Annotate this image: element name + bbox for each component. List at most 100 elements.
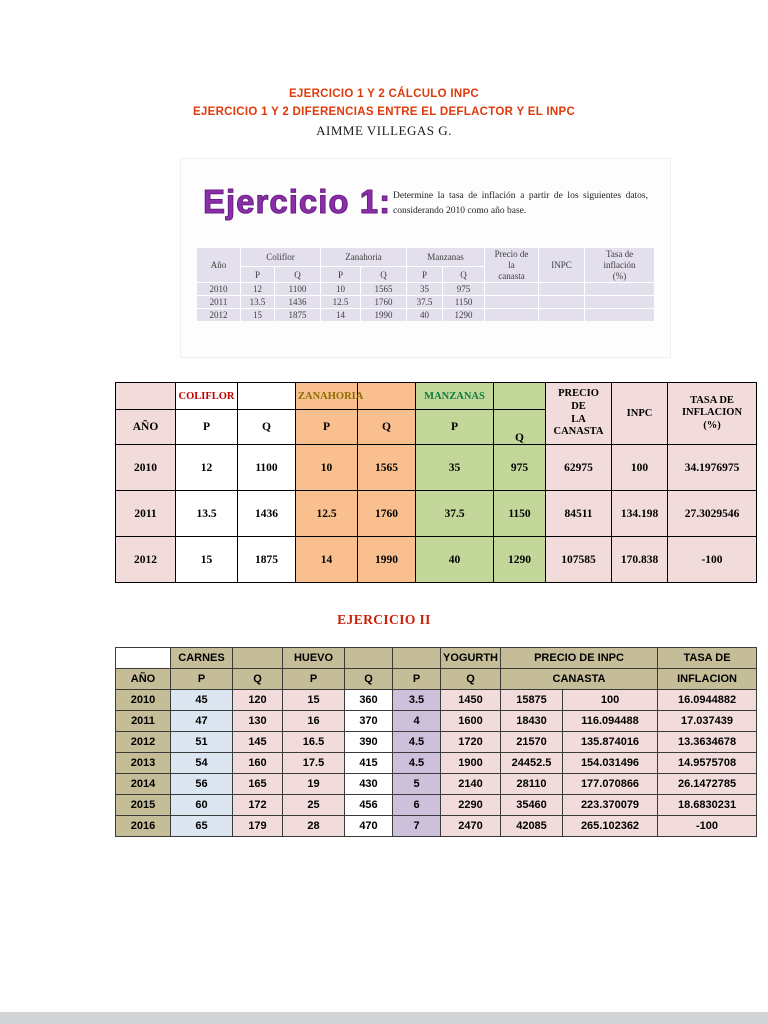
group-header-coliflor: COLIFLOR (175, 382, 238, 410)
corner-cell (115, 647, 171, 669)
table-cell: 1990 (357, 536, 416, 583)
table-cell: 134.198 (611, 490, 668, 537)
col-header-p: P (175, 409, 238, 445)
table-cell: 16.5 (282, 731, 345, 753)
table-row: 2015 60 172 25 456 6 2290 35460 223.370079 18.683… (115, 794, 758, 816)
col-header-p: P (392, 668, 441, 690)
table-cell: 62975 (545, 444, 612, 491)
col-header-ano: Año (196, 246, 241, 284)
table-row: 2012 15 1875 14 1990 40 1290 (196, 308, 656, 323)
table-cell: 3.5 (392, 689, 441, 711)
col-header-q: Q (344, 668, 393, 690)
table-cell: 179 (232, 815, 283, 837)
col-header-q: Q (442, 266, 486, 284)
table-cell (584, 308, 656, 323)
col-header-q: Q (359, 266, 408, 284)
table-cell: 47 (170, 710, 233, 732)
col-header-tasa-top: TASA DE (657, 647, 758, 669)
table-cell: -100 (657, 815, 758, 837)
table-cell: 35460 (500, 794, 563, 816)
table-cell: 2010 (196, 282, 241, 297)
col-header-ano: AÑO (115, 668, 171, 690)
table-cell: 13.5 (240, 295, 275, 310)
table-cell (538, 282, 586, 297)
table-cell: 1720 (440, 731, 501, 753)
table-cell: 17.037439 (657, 710, 758, 732)
col-header-inpc: INPC (611, 382, 668, 445)
corner-cell (115, 382, 176, 410)
table-row: 2016 65 179 28 470 7 2470 42085 265.102362 -100 (115, 815, 758, 837)
table-cell: 1290 (493, 536, 546, 583)
table-cell: 14.9575708 (657, 752, 758, 774)
table-header-row: CARNES HUEVO YOGURTH PRECIO DE INPC TASA… (115, 647, 758, 669)
table-cell: 13.3634678 (657, 731, 758, 753)
table-cell: 5 (392, 773, 441, 795)
table-cell: 2140 (440, 773, 501, 795)
col-header-canasta: PRECIO DE LA CANASTA (545, 382, 612, 445)
table-cell: 370 (344, 710, 393, 732)
table-cell: 100 (611, 444, 668, 491)
table-cell: 15 (240, 308, 275, 323)
table-cell: 2015 (115, 794, 171, 816)
table-cell: 4.5 (392, 731, 441, 753)
table-cell: 10 (295, 444, 358, 491)
blank-header-cell (232, 647, 283, 669)
table2-head: CARNES HUEVO YOGURTH PRECIO DE INPC TASA… (115, 647, 758, 690)
table-cell: 84511 (545, 490, 612, 537)
doc-title-line1: EJERCICIO 1 Y 2 CÁLCULO INPC (288, 88, 480, 100)
table-cell: 35 (415, 444, 494, 491)
table-cell: 28110 (500, 773, 563, 795)
table-cell: 12 (240, 282, 275, 297)
group-header-carnes: CARNES (170, 647, 233, 669)
table-cell: 12.5 (320, 295, 361, 310)
col-header-inflacion: INFLACION (657, 668, 758, 690)
table-cell: 45 (170, 689, 233, 711)
table-cell: 975 (493, 444, 546, 491)
blank-header-cell (344, 647, 393, 669)
table-cell: 1565 (359, 282, 408, 297)
table-cell: 1900 (440, 752, 501, 774)
table-cell: 1100 (274, 282, 321, 297)
table-cell (538, 295, 586, 310)
table-cell: -100 (667, 536, 757, 583)
table-cell: 1436 (237, 490, 296, 537)
col-header-p: P (415, 409, 494, 445)
table-cell: 177.070866 (561, 773, 659, 795)
col-header-p: P (406, 266, 444, 284)
table-cell: 430 (344, 773, 393, 795)
table-cell: 2470 (440, 815, 501, 837)
table-cell: 40 (406, 308, 444, 323)
col-header-q: Q (274, 266, 321, 284)
exercise1-data-table: Año Coliflor Zanahoria Manzanas Precio d… (196, 246, 656, 323)
table-cell (584, 295, 656, 310)
table-cell: 1760 (357, 490, 416, 537)
table-header-row: AÑO P Q P Q P Q (115, 409, 757, 445)
group-header-manzanas: Manzanas (406, 246, 486, 268)
table-cell: 1565 (357, 444, 416, 491)
table-cell: 223.370079 (561, 794, 659, 816)
col-header-canasta: CANASTA (499, 668, 659, 690)
table-row: 2012 15 1875 14 1990 40 1290 107585 170.838 -100 (115, 536, 757, 583)
col-header-p: P (240, 266, 275, 284)
table2-body: 2010 45 120 15 360 3.5 1450 15875 100 16.0944882 2… (115, 689, 758, 837)
col-header-q: Q (440, 668, 501, 690)
table-cell: 2014 (115, 773, 171, 795)
group-header-yogurth: YOGURTH (440, 647, 501, 669)
table-cell: 14 (295, 536, 358, 583)
table-cell (584, 282, 656, 297)
exercise1-heading: Ejercicio 1: (202, 183, 392, 221)
exercise1-solution-table: COLIFLOR ZANAHORIA MANZANAS PRECIO DE LA… (115, 382, 757, 583)
table-cell: 130 (232, 710, 283, 732)
table-cell: 415 (344, 752, 393, 774)
table-cell: 1450 (440, 689, 501, 711)
table-row: 2011 13.5 1436 12.5 1760 37.5 1150 (196, 295, 656, 310)
table-cell: 18.6830231 (657, 794, 758, 816)
col-header-p: P (170, 668, 233, 690)
exercise1-instruction: Determine la tasa de inflación a partir … (393, 191, 648, 216)
table-cell: 15875 (500, 689, 563, 711)
table-header-row: Año Coliflor Zanahoria Manzanas Precio d… (196, 246, 656, 284)
group-header-manzanas: MANZANAS (415, 382, 494, 410)
table-cell: 4 (392, 710, 441, 732)
section2-title: EJERCICIO II (337, 612, 431, 627)
